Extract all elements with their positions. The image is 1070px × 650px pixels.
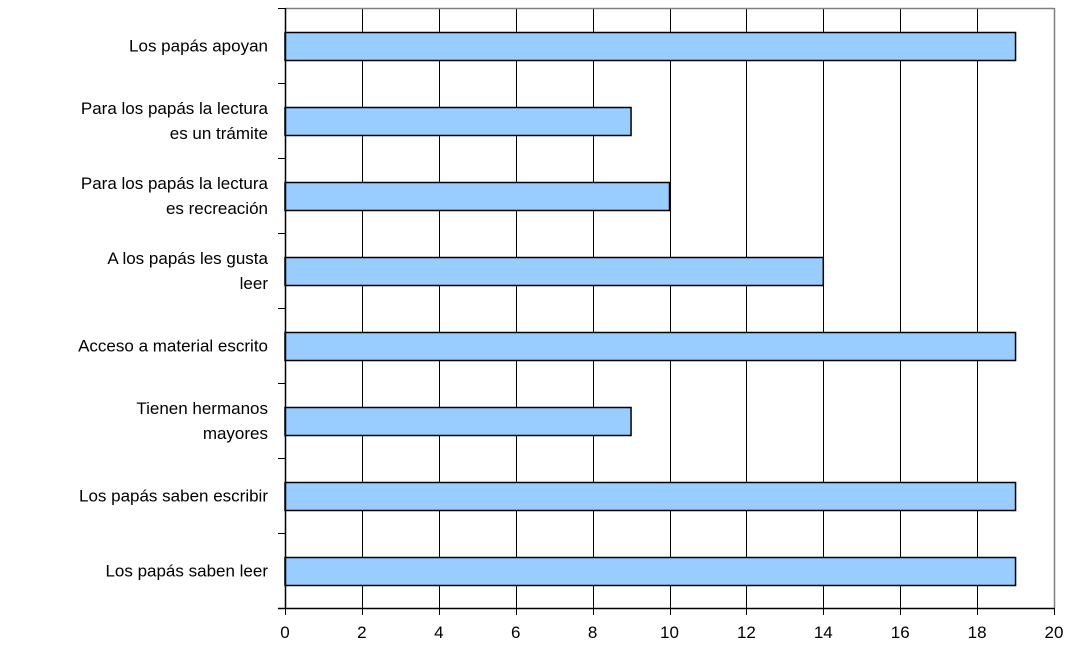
x-tick-label: 4 <box>434 623 443 642</box>
category-label-line: Los papás saben leer <box>105 562 268 581</box>
bar <box>284 31 1017 62</box>
category-label-line: Los papás saben escribir <box>79 487 268 506</box>
bar <box>284 106 632 137</box>
bar <box>284 331 1017 362</box>
category-label-line: Tienen hermanos <box>136 399 268 418</box>
category-label: Los papás saben escribir <box>79 487 268 506</box>
x-tick-label: 18 <box>968 623 987 642</box>
category-label: A los papás les gusta leer <box>107 249 268 293</box>
bar <box>284 481 1017 512</box>
grid-lines <box>285 7 1056 608</box>
category-label: Los papás apoyan <box>129 37 268 56</box>
category-label-line: es recreación <box>166 199 268 218</box>
x-tick-labels: 0 2 4 6 8 10 12 14 16 18 20 <box>280 623 1063 642</box>
category-label: Tienen hermanos mayores <box>136 399 268 443</box>
category-label-line: Para los papás la lectura <box>81 174 269 193</box>
category-label: Para los papás la lectura es un trámite <box>81 99 269 143</box>
category-label: Acceso a material escrito <box>78 337 268 356</box>
category-label-line: Para los papás la lectura <box>81 99 269 118</box>
category-label-line: es un trámite <box>170 124 268 143</box>
bar <box>284 406 632 437</box>
category-label-line: leer <box>240 274 269 293</box>
category-label: Para los papás la lectura es recreación <box>81 174 269 218</box>
category-labels: Los papás apoyan Para los papás la lectur… <box>78 37 268 581</box>
x-tick-label: 16 <box>891 623 910 642</box>
bar <box>284 556 1017 587</box>
x-tick-label: 2 <box>357 623 366 642</box>
bars <box>284 31 1017 587</box>
category-label-line: Los papás apoyan <box>129 37 268 56</box>
category-label-line: mayores <box>203 424 268 443</box>
x-tick-label: 10 <box>660 623 679 642</box>
x-tick-label: 20 <box>1045 623 1064 642</box>
x-tick-label: 0 <box>280 623 289 642</box>
axes <box>278 8 1055 615</box>
bar <box>284 181 671 212</box>
x-tick-label: 12 <box>737 623 756 642</box>
category-label-line: Acceso a material escrito <box>78 337 268 356</box>
category-label-line: A los papás les gusta <box>107 249 268 268</box>
category-label: Los papás saben leer <box>105 562 268 581</box>
x-tick-label: 14 <box>814 623 833 642</box>
bar <box>284 256 825 287</box>
x-tick-label: 6 <box>511 623 520 642</box>
x-tick-label: 8 <box>588 623 597 642</box>
